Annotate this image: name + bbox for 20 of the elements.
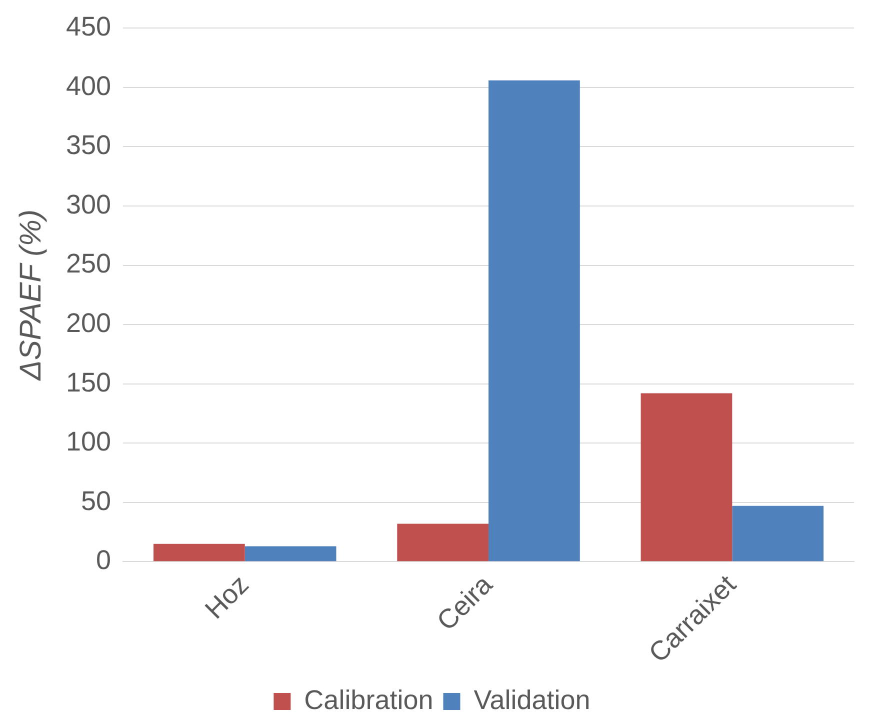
y-tick-label: 350 (66, 130, 112, 160)
x-tick-label: Hoz (199, 569, 254, 625)
y-tick-label: 450 (66, 12, 112, 42)
y-tick-label: 50 (81, 486, 112, 516)
y-tick-label: 250 (66, 248, 112, 279)
y-tick-label: 0 (96, 545, 112, 576)
bar (640, 393, 732, 562)
bar (154, 544, 245, 562)
bar (244, 546, 336, 562)
y-tick-label: 100 (66, 426, 112, 457)
legend-label: Calibration (304, 684, 434, 715)
y-tick-label: 300 (66, 189, 112, 220)
y-tick-label: 400 (66, 70, 112, 101)
y-axis-title: ΔSPAEF (%) (14, 210, 48, 382)
bar (732, 506, 824, 562)
y-tick-label: 150 (66, 367, 112, 398)
bar (397, 524, 489, 562)
y-tick-label: 200 (66, 308, 112, 338)
legend-label: Validation (474, 684, 590, 715)
bar (488, 80, 580, 562)
